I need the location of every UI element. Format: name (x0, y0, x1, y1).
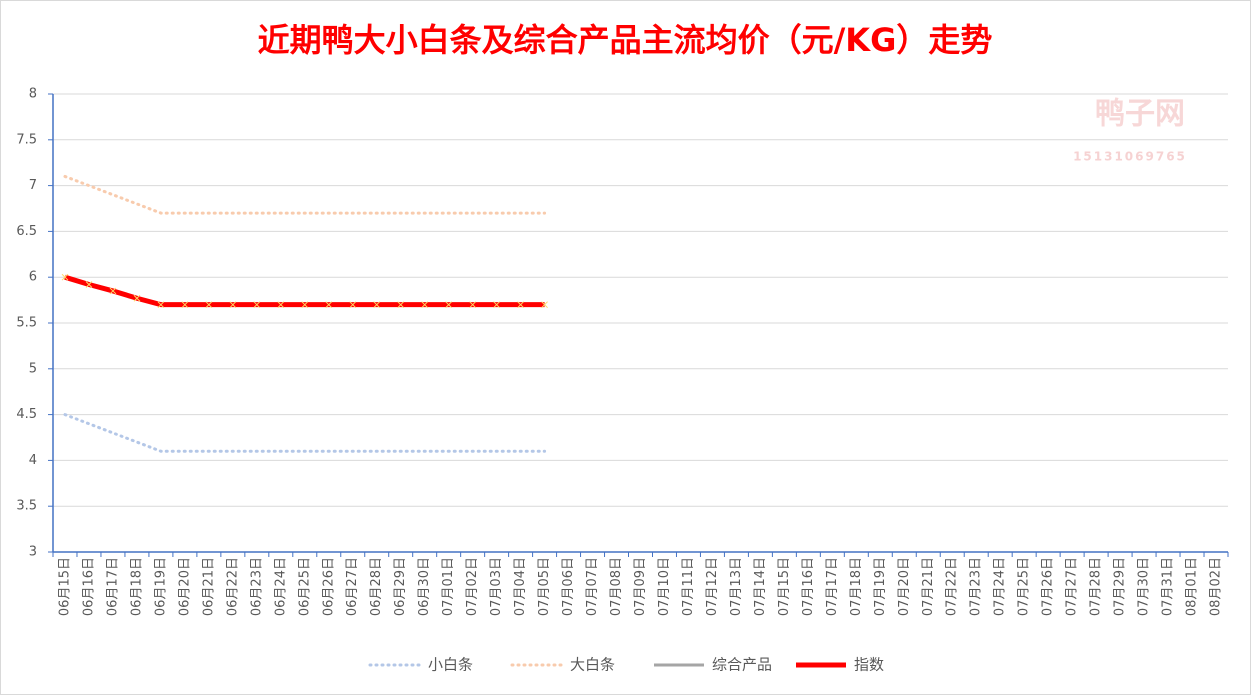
x-tick-label: 06月28日 (369, 557, 384, 616)
series-marker (133, 294, 141, 302)
y-tick-label: 6 (29, 270, 37, 285)
series-marker (205, 301, 213, 309)
series-marker (421, 301, 429, 309)
y-tick-label: 8 (29, 87, 37, 102)
series-marker (277, 301, 285, 309)
series-marker (541, 301, 548, 309)
x-tick-label: 07月09日 (633, 557, 648, 616)
y-tick-label: 5 (29, 361, 37, 376)
x-tick-label: 07月05日 (537, 557, 552, 616)
y-tick-label: 4 (29, 453, 37, 468)
x-tick-label: 06月24日 (273, 557, 288, 616)
x-tick-label: 07月18日 (849, 557, 864, 616)
x-tick-label: 07月31日 (1161, 557, 1176, 616)
series-marker (109, 287, 117, 295)
series-marker (181, 301, 189, 309)
series-marker (157, 301, 165, 309)
series-marker (85, 281, 93, 288)
legend-label: 指数 (854, 656, 884, 674)
x-tick-label: 07月27日 (1065, 557, 1080, 616)
x-tick-label: 07月23日 (969, 557, 984, 616)
x-tick-label: 07月22日 (945, 557, 960, 616)
x-tick-label: 06月26日 (321, 557, 336, 616)
x-tick-label: 06月30日 (417, 557, 432, 616)
x-tick-label: 07月13日 (729, 557, 744, 616)
watermark: 鸭子网 (1095, 97, 1185, 132)
x-tick-label: 06月15日 (57, 557, 72, 616)
x-tick-label: 07月15日 (777, 557, 792, 616)
y-tick-label: 7 (29, 178, 37, 193)
x-tick-label: 07月24日 (993, 557, 1008, 616)
x-tick-label: 07月07日 (585, 557, 600, 616)
series-marker (253, 301, 261, 309)
series-marker (349, 301, 357, 309)
series-marker (445, 301, 453, 309)
y-tick-label: 6.5 (16, 224, 37, 239)
x-tick-label: 07月30日 (1137, 557, 1152, 616)
x-tick-label: 07月28日 (1089, 557, 1104, 616)
x-tick-label: 07月01日 (441, 557, 456, 616)
legend-label: 大白条 (570, 656, 615, 674)
x-tick-label: 06月18日 (129, 557, 144, 616)
y-tick-label: 5.5 (16, 316, 37, 331)
x-tick-label: 07月03日 (489, 557, 504, 616)
series-marker (229, 301, 237, 309)
x-tick-label: 07月11日 (681, 557, 696, 616)
x-tick-label: 07月21日 (921, 557, 936, 616)
x-tick-label: 07月16日 (801, 557, 816, 616)
series-line (63, 413, 547, 453)
legend-label: 综合产品 (712, 656, 772, 674)
x-tick-label: 06月25日 (297, 557, 312, 616)
x-tick-label: 07月14日 (753, 557, 768, 616)
x-tick-label: 07月08日 (609, 557, 624, 616)
x-tick-label: 06月29日 (393, 557, 408, 616)
series-marker (301, 301, 309, 309)
series-marker (517, 301, 524, 309)
x-tick-label: 06月20日 (177, 557, 192, 616)
x-tick-label: 07月26日 (1041, 557, 1056, 616)
series-marker (469, 301, 476, 309)
x-tick-label: 06月17日 (105, 557, 120, 616)
x-tick-label: 07月10日 (657, 557, 672, 616)
x-tick-label: 07月19日 (873, 557, 888, 616)
watermark-phone: 15131069765 (1073, 150, 1187, 164)
x-tick-label: 06月27日 (345, 557, 360, 616)
series-marker (397, 301, 405, 309)
x-tick-label: 06月23日 (249, 557, 264, 616)
y-tick-label: 4.5 (16, 407, 37, 422)
series-marker (373, 301, 381, 309)
x-tick-label: 07月25日 (1017, 557, 1032, 616)
series-line (63, 174, 547, 215)
x-tick-label: 07月04日 (513, 557, 528, 616)
x-tick-label: 07月12日 (705, 557, 720, 616)
chart-title: 近期鸭大小白条及综合产品主流均价（元/KG）走势 (258, 21, 993, 59)
x-tick-label: 08月01日 (1185, 557, 1200, 616)
y-tick-label: 3.5 (16, 499, 37, 514)
y-tick-label: 3 (29, 545, 37, 560)
series-marker (493, 301, 500, 309)
series-marker (61, 273, 69, 281)
x-tick-label: 07月17日 (825, 557, 840, 616)
x-tick-label: 06月22日 (225, 557, 240, 616)
x-tick-label: 07月20日 (897, 557, 912, 616)
x-tick-label: 06月21日 (201, 557, 216, 616)
x-tick-label: 07月06日 (561, 557, 576, 616)
x-tick-label: 07月29日 (1113, 557, 1128, 616)
x-tick-label: 08月02日 (1209, 557, 1224, 616)
x-tick-label: 06月16日 (81, 557, 96, 616)
y-tick-label: 7.5 (16, 132, 37, 147)
x-tick-label: 06月19日 (153, 557, 168, 616)
x-tick-label: 07月02日 (465, 557, 480, 616)
legend-label: 小白条 (428, 656, 473, 674)
series-marker (325, 301, 333, 309)
